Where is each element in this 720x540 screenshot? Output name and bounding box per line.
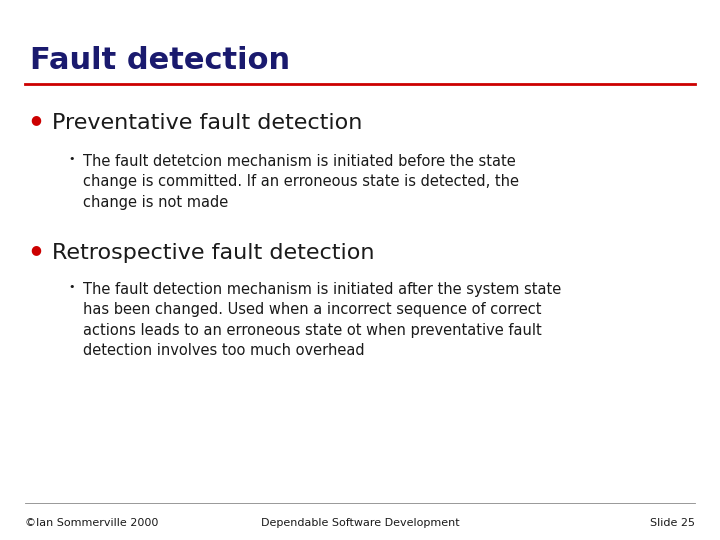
Text: ●: ● xyxy=(30,243,41,256)
Text: Dependable Software Development: Dependable Software Development xyxy=(261,518,459,529)
Text: ●: ● xyxy=(30,113,41,126)
Text: •: • xyxy=(68,282,75,292)
Text: The fault detection mechanism is initiated after the system state
has been chang: The fault detection mechanism is initiat… xyxy=(83,282,561,358)
Text: Retrospective fault detection: Retrospective fault detection xyxy=(52,243,374,263)
Text: Preventative fault detection: Preventative fault detection xyxy=(52,113,362,133)
Text: The fault detetcion mechanism is initiated before the state
change is committed.: The fault detetcion mechanism is initiat… xyxy=(83,154,519,210)
Text: ©Ian Sommerville 2000: ©Ian Sommerville 2000 xyxy=(25,518,158,529)
Text: •: • xyxy=(68,154,75,164)
Text: Slide 25: Slide 25 xyxy=(649,518,695,529)
Text: Fault detection: Fault detection xyxy=(30,46,290,75)
